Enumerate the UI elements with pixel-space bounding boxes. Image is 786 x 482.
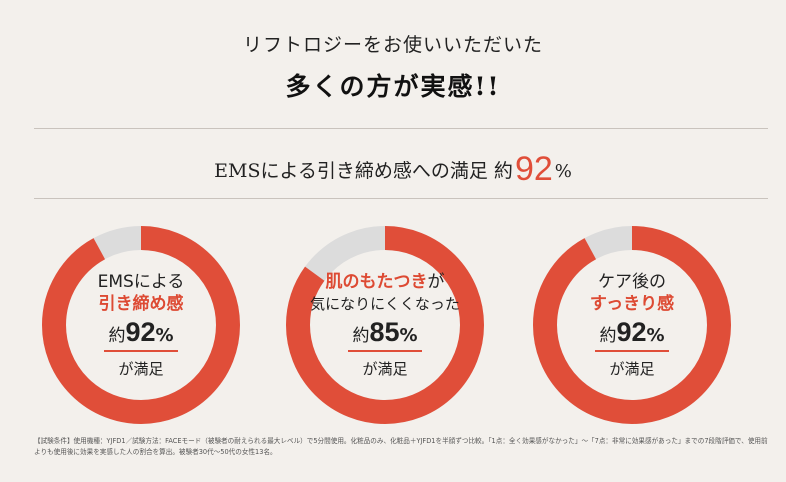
summary-line: EMSによる引き締め感への満足 約92% — [0, 150, 786, 189]
chart3-satisfied: が満足 — [609, 360, 655, 378]
chart3-unit: % — [646, 325, 665, 346]
summary-unit: % — [554, 161, 572, 182]
header: リフトロジーをお使いいただいた 多くの方が実感!! — [0, 30, 786, 103]
header-line2: 多くの方が実感!! — [285, 72, 501, 101]
donut-ring-3 — [533, 226, 731, 424]
chart3-value: 約92% — [595, 317, 669, 352]
donut-chart-1: EMSによる 引き締め感 約92% が満足 — [40, 224, 242, 426]
chart3-label-top: ケア後の — [598, 272, 666, 292]
donut-arc-3 — [533, 226, 731, 424]
chart3-number: 92 — [616, 317, 647, 347]
chart2-unit: % — [399, 325, 418, 346]
chart2-value: 約85% — [348, 317, 422, 352]
donut-ring-2 — [286, 226, 484, 424]
chart1-label-mid: 引き締め感 — [98, 294, 184, 314]
divider-top — [34, 128, 768, 129]
chart2-prefix: 約 — [352, 326, 370, 346]
donut-chart-2: 肌のもたつきが 気になりにくくなった 約85% が満足 — [284, 224, 486, 426]
chart3-prefix: 約 — [599, 326, 617, 346]
chart1-value: 約92% — [104, 317, 178, 352]
chart1-unit: % — [155, 325, 174, 346]
header-line1: リフトロジーをお使いいただいた — [242, 34, 543, 56]
donut-chart-3: ケア後の すっきり感 約92% が満足 — [531, 224, 733, 426]
donut-arc-2 — [286, 226, 484, 424]
chart2-label-top: 肌のもたつき — [325, 272, 428, 292]
chart2-label-top-suffix: が — [427, 272, 445, 292]
chart2-satisfied: が満足 — [362, 360, 408, 378]
chart1-satisfied: が満足 — [118, 360, 164, 378]
chart1-label-top: EMSによる — [97, 272, 185, 292]
chart1-prefix: 約 — [108, 326, 126, 346]
chart2-label-top-line: 肌のもたつきが — [326, 271, 445, 293]
chart2-label-mid: 気になりにくくなった — [310, 295, 460, 313]
test-conditions-footnote: 【試験条件】使用機種：YJFD1／試験方法：FACEモード（被験者の耐えられる最… — [34, 437, 768, 456]
divider-bottom — [34, 198, 768, 199]
chart3-label-mid: すっきり感 — [589, 294, 675, 314]
summary-text: EMSによる引き締め感への満足 約 — [214, 160, 513, 182]
summary-value: 92 — [514, 150, 553, 188]
chart1-number: 92 — [125, 317, 156, 347]
donut-ring-1 — [42, 226, 240, 424]
chart2-number: 85 — [369, 317, 400, 347]
donut-arc-1 — [42, 226, 240, 424]
